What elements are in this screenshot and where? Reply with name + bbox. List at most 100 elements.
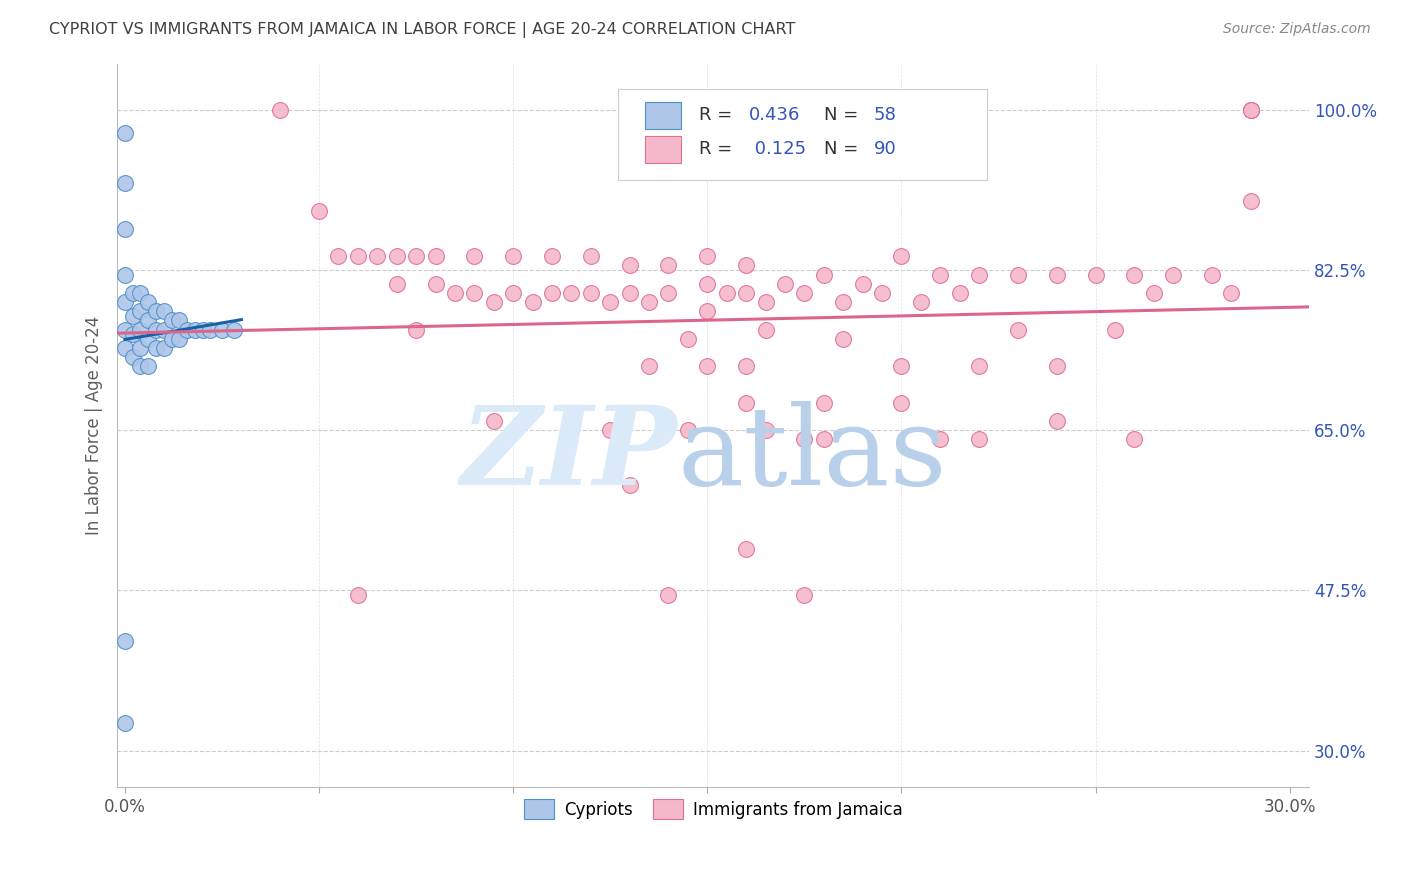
Point bbox=[114, 716, 136, 731]
Text: 0.125: 0.125 bbox=[749, 140, 806, 159]
Point bbox=[619, 285, 641, 300]
Point bbox=[735, 542, 758, 557]
Point bbox=[176, 322, 198, 336]
Point bbox=[793, 433, 815, 447]
Point bbox=[1046, 414, 1069, 428]
Point bbox=[385, 277, 408, 291]
Point bbox=[1143, 285, 1166, 300]
Point bbox=[619, 259, 641, 273]
Point bbox=[1046, 359, 1069, 373]
Point bbox=[579, 249, 602, 263]
Point bbox=[1123, 268, 1146, 282]
Text: Source: ZipAtlas.com: Source: ZipAtlas.com bbox=[1223, 22, 1371, 37]
Text: N =: N = bbox=[824, 140, 863, 159]
Text: ZIP: ZIP bbox=[461, 401, 678, 508]
Point bbox=[657, 285, 679, 300]
Point bbox=[1046, 268, 1069, 282]
Point bbox=[890, 359, 912, 373]
Point bbox=[405, 249, 427, 263]
Point bbox=[910, 295, 932, 310]
Point bbox=[541, 285, 564, 300]
Point bbox=[145, 341, 167, 355]
Point bbox=[676, 423, 699, 437]
Point bbox=[114, 295, 136, 310]
Text: 58: 58 bbox=[875, 106, 897, 124]
Point bbox=[1123, 433, 1146, 447]
Point bbox=[114, 633, 136, 648]
Point bbox=[1240, 103, 1263, 117]
Point bbox=[1201, 268, 1223, 282]
Point bbox=[308, 203, 330, 218]
Point bbox=[184, 322, 207, 336]
Point bbox=[145, 322, 167, 336]
Point bbox=[967, 359, 990, 373]
Point bbox=[870, 285, 893, 300]
Point bbox=[638, 295, 661, 310]
Point bbox=[269, 103, 291, 117]
Point bbox=[136, 332, 159, 346]
Point bbox=[121, 309, 143, 323]
Point bbox=[136, 313, 159, 327]
Point bbox=[1104, 322, 1126, 336]
Point bbox=[890, 249, 912, 263]
Point bbox=[676, 332, 699, 346]
Point bbox=[129, 285, 152, 300]
Point bbox=[522, 295, 544, 310]
Point bbox=[813, 268, 835, 282]
Point bbox=[852, 277, 875, 291]
Point bbox=[696, 277, 718, 291]
Point bbox=[1220, 285, 1243, 300]
Point bbox=[114, 322, 136, 336]
Point bbox=[793, 285, 815, 300]
Point bbox=[114, 341, 136, 355]
Point bbox=[129, 341, 152, 355]
Point bbox=[1007, 268, 1029, 282]
Point bbox=[463, 285, 485, 300]
Point bbox=[735, 285, 758, 300]
Point bbox=[121, 350, 143, 364]
Point bbox=[1084, 268, 1107, 282]
Point bbox=[366, 249, 388, 263]
Point bbox=[541, 249, 564, 263]
Point bbox=[929, 268, 952, 282]
Point bbox=[152, 304, 174, 318]
Point bbox=[121, 327, 143, 342]
Text: N =: N = bbox=[824, 106, 863, 124]
Point bbox=[425, 277, 447, 291]
Point bbox=[463, 249, 485, 263]
Point bbox=[502, 249, 524, 263]
Point bbox=[169, 332, 191, 346]
FancyBboxPatch shape bbox=[645, 102, 681, 129]
Point bbox=[160, 332, 183, 346]
Point bbox=[347, 249, 370, 263]
Point bbox=[813, 433, 835, 447]
Y-axis label: In Labor Force | Age 20-24: In Labor Force | Age 20-24 bbox=[86, 316, 103, 535]
Point bbox=[579, 285, 602, 300]
Point bbox=[145, 304, 167, 318]
Point bbox=[1161, 268, 1184, 282]
Point bbox=[482, 414, 505, 428]
Point bbox=[735, 395, 758, 409]
Point bbox=[444, 285, 467, 300]
Legend: Cypriots, Immigrants from Jamaica: Cypriots, Immigrants from Jamaica bbox=[517, 792, 910, 826]
Text: CYPRIOT VS IMMIGRANTS FROM JAMAICA IN LABOR FORCE | AGE 20-24 CORRELATION CHART: CYPRIOT VS IMMIGRANTS FROM JAMAICA IN LA… bbox=[49, 22, 796, 38]
Point bbox=[754, 423, 776, 437]
Point bbox=[1007, 322, 1029, 336]
Point bbox=[657, 259, 679, 273]
Point bbox=[832, 332, 855, 346]
Text: atlas: atlas bbox=[678, 401, 948, 508]
Point bbox=[114, 222, 136, 236]
Point bbox=[696, 304, 718, 318]
Point bbox=[813, 395, 835, 409]
Point bbox=[638, 359, 661, 373]
Point bbox=[222, 322, 245, 336]
Point bbox=[696, 359, 718, 373]
Point bbox=[890, 395, 912, 409]
Point bbox=[385, 249, 408, 263]
Point bbox=[114, 126, 136, 140]
Point bbox=[502, 285, 524, 300]
Point bbox=[657, 588, 679, 602]
Text: 0.436: 0.436 bbox=[749, 106, 800, 124]
Point bbox=[754, 295, 776, 310]
Point bbox=[599, 295, 621, 310]
